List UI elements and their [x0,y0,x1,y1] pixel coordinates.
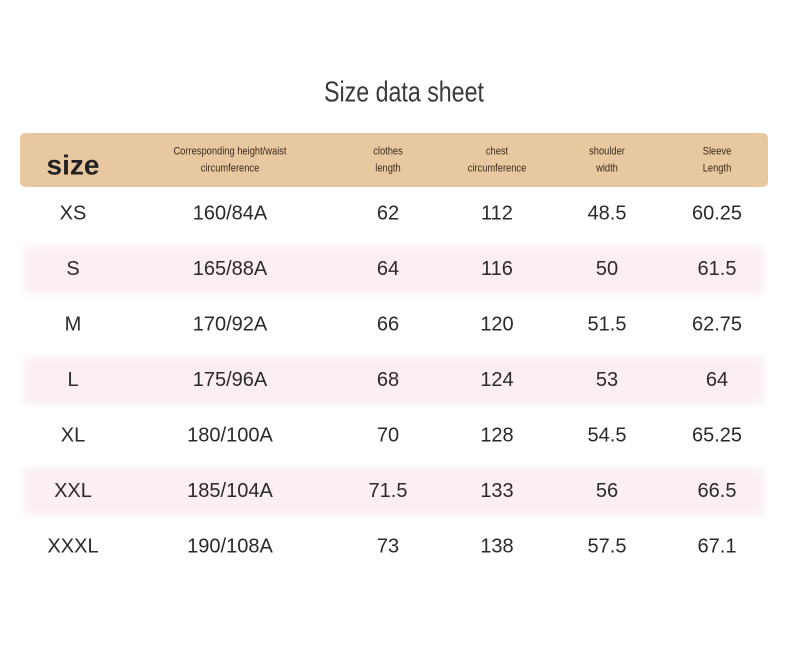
cell: 60.25 [692,202,742,224]
row-shade [24,245,764,294]
cell: 48.5 [588,202,627,224]
header-band [20,133,768,187]
cell: 180/100A [187,424,273,446]
title: Size data sheet [324,75,484,108]
cell: XXL [54,480,92,502]
cell: 62 [377,202,399,224]
cell: 71.5 [369,480,408,502]
cell: 160/84A [193,202,268,224]
cell: 61.5 [698,258,737,280]
cell: 190/108A [187,535,273,557]
header-label: length [375,163,400,175]
cell: 133 [480,480,513,502]
cell: 51.5 [588,313,627,335]
header-label: clothes [373,146,403,158]
cell: 64 [706,369,728,391]
cell: 138 [480,535,513,557]
cell: 62.75 [692,313,742,335]
cell: 128 [480,424,513,446]
cell: 70 [377,424,399,446]
cell: 66 [377,313,399,335]
row-shade [24,356,764,405]
cell: 170/92A [193,313,268,335]
cell: 53 [596,369,618,391]
cell: M [65,313,82,335]
cell: S [66,258,79,280]
cell: 64 [377,258,399,280]
cell: 54.5 [588,424,627,446]
row-shade [24,467,764,516]
cell: 120 [480,313,513,335]
header-label: Length [703,163,732,175]
cell: 112 [481,202,513,224]
header-label: Corresponding height/waist [173,146,286,158]
cell: 65.25 [692,424,742,446]
header-label: circumference [201,163,260,175]
cell: 73 [377,535,399,557]
header-label: chest [486,146,508,158]
cell: 67.1 [698,535,737,557]
cell: 56 [596,480,618,502]
cell: 116 [481,258,513,280]
cell: 165/88A [193,258,268,280]
header-label: circumference [468,163,527,175]
cell: XXXL [47,535,98,557]
header-label: shoulder [589,146,625,158]
cell: 66.5 [698,480,737,502]
cell: 185/104A [187,480,273,502]
cell: XS [60,202,87,224]
cell: 68 [377,369,399,391]
header-label: Sleeve [703,146,732,158]
header-label: width [595,163,618,175]
cell: 124 [480,369,513,391]
cell: XL [61,424,85,446]
cell: 50 [596,258,618,280]
cell: 57.5 [588,535,627,557]
cell: L [67,369,78,391]
cell: 175/96A [193,369,268,391]
header-label: size [47,149,100,180]
